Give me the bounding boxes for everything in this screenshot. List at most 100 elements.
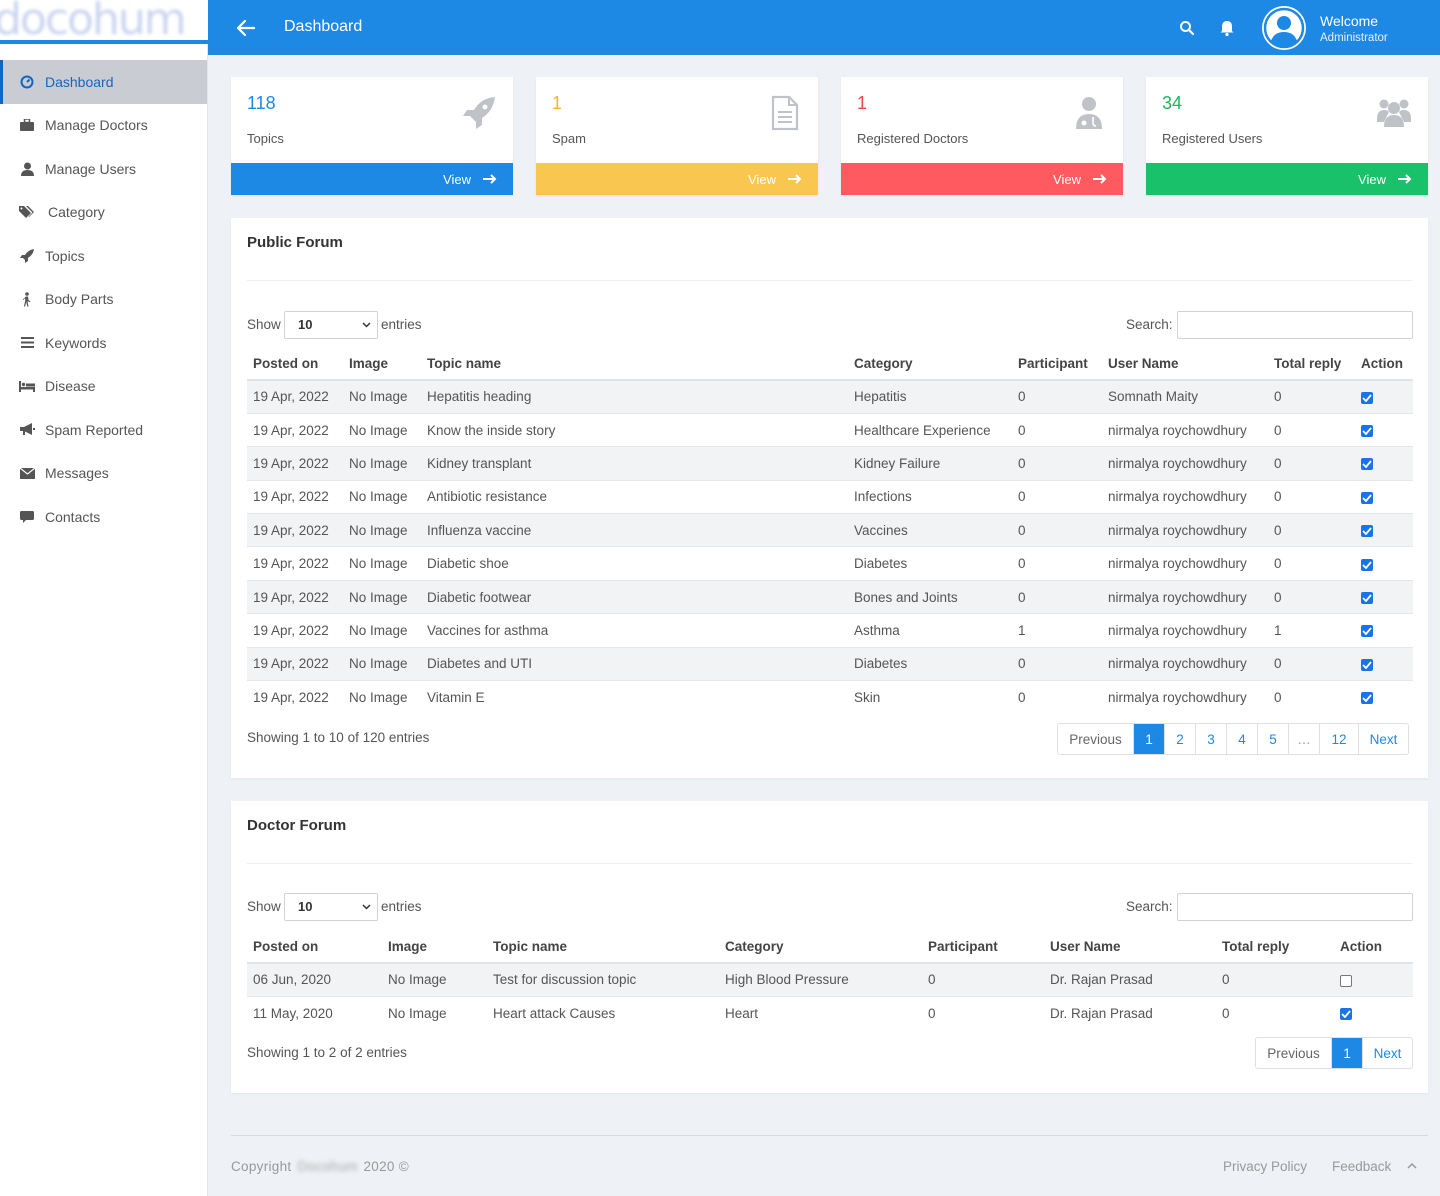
action-cell bbox=[1355, 680, 1413, 714]
action-cell bbox=[1355, 579, 1413, 614]
page-button[interactable]: 1 bbox=[1331, 1038, 1362, 1068]
table-cell[interactable]: Diabetic footwear bbox=[421, 579, 848, 614]
page-button[interactable]: 12 bbox=[1319, 724, 1358, 754]
table-cell: 19 Apr, 2022 bbox=[247, 579, 343, 614]
table-cell: 19 Apr, 2022 bbox=[247, 513, 343, 547]
sidebar-item-topics[interactable]: Topics bbox=[0, 234, 207, 278]
table-cell[interactable]: Influenza vaccine bbox=[421, 513, 848, 547]
bell-icon[interactable] bbox=[1218, 19, 1236, 37]
action-checkbox[interactable] bbox=[1340, 1008, 1352, 1021]
table-cell: 0 bbox=[1012, 579, 1102, 614]
sidebar-item-spam-reported[interactable]: Spam Reported bbox=[0, 408, 207, 452]
column-header[interactable]: Posted on bbox=[247, 930, 382, 964]
table-cell: 0 bbox=[1012, 412, 1102, 447]
column-header[interactable]: Action bbox=[1334, 930, 1413, 964]
sidebar-item-label: Spam Reported bbox=[45, 421, 144, 438]
page-button[interactable]: 4 bbox=[1226, 724, 1257, 754]
column-header[interactable]: Posted on bbox=[247, 347, 343, 381]
table-cell[interactable]: Vaccines for asthma bbox=[421, 613, 848, 648]
page-button[interactable]: 3 bbox=[1195, 724, 1226, 754]
action-checkbox[interactable] bbox=[1361, 658, 1373, 671]
view-doctors-link[interactable]: View bbox=[841, 163, 1123, 195]
table-cell: 19 Apr, 2022 bbox=[247, 412, 343, 447]
action-checkbox[interactable] bbox=[1361, 391, 1373, 404]
back-arrow-icon[interactable] bbox=[234, 16, 258, 40]
column-header[interactable]: Action bbox=[1355, 347, 1413, 381]
action-checkbox[interactable] bbox=[1361, 692, 1373, 705]
comment-icon bbox=[18, 508, 36, 526]
footer-divider bbox=[231, 1135, 1428, 1136]
action-checkbox[interactable] bbox=[1340, 974, 1352, 987]
search-icon[interactable] bbox=[1178, 19, 1196, 37]
column-header[interactable]: Image bbox=[343, 347, 421, 381]
page-button[interactable]: 2 bbox=[1164, 724, 1195, 754]
entries-select[interactable]: 10 bbox=[284, 311, 378, 339]
table-cell[interactable]: Diabetic shoe bbox=[421, 546, 848, 581]
action-checkbox[interactable] bbox=[1361, 625, 1373, 638]
table-cell: 0 bbox=[1268, 646, 1355, 681]
table-cell[interactable]: Vitamin E bbox=[421, 680, 848, 714]
column-header[interactable]: Participant bbox=[922, 930, 1044, 964]
action-checkbox[interactable] bbox=[1361, 491, 1373, 504]
arrow-right-icon bbox=[1093, 174, 1107, 184]
sidebar-item-contacts[interactable]: Contacts bbox=[0, 495, 207, 539]
table-row: 19 Apr, 2022 No Image Kidney transplant Kid… bbox=[247, 446, 1413, 481]
column-header[interactable]: User Name bbox=[1102, 347, 1268, 381]
view-spam-link[interactable]: View bbox=[536, 163, 818, 195]
table-cell: Hepatitis bbox=[848, 379, 1012, 414]
next-page-button[interactable]: Next bbox=[1362, 1038, 1412, 1068]
entries-select[interactable]: 10 bbox=[284, 893, 378, 921]
sidebar-item-label: Keywords bbox=[45, 334, 107, 351]
column-header[interactable]: Category bbox=[848, 347, 1012, 381]
table-cell: nirmalya roychowdhury bbox=[1102, 446, 1268, 481]
page-button[interactable]: 1 bbox=[1133, 724, 1164, 754]
page-button[interactable]: 5 bbox=[1257, 724, 1288, 754]
feedback-link[interactable]: Feedback bbox=[1332, 1159, 1392, 1174]
action-checkbox[interactable] bbox=[1361, 458, 1373, 471]
next-page-button[interactable]: Next bbox=[1358, 724, 1408, 754]
table-cell[interactable]: Antibiotic resistance bbox=[421, 479, 848, 514]
column-header[interactable]: Image bbox=[382, 930, 487, 964]
privacy-policy-link[interactable]: Privacy Policy bbox=[1223, 1159, 1308, 1174]
action-checkbox[interactable] bbox=[1361, 558, 1373, 571]
table-cell[interactable]: Know the inside story bbox=[421, 412, 848, 447]
sidebar-item-manage-doctors[interactable]: Manage Doctors bbox=[0, 104, 207, 148]
column-header[interactable]: Topic name bbox=[487, 930, 719, 964]
search-input[interactable] bbox=[1177, 311, 1413, 339]
sidebar-item-keywords[interactable]: Keywords bbox=[0, 321, 207, 365]
search-input[interactable] bbox=[1177, 893, 1413, 921]
chevron-up-icon[interactable] bbox=[1406, 1160, 1418, 1172]
sidebar-item-manage-users[interactable]: Manage Users bbox=[0, 147, 207, 191]
previous-page-button[interactable]: Previous bbox=[1069, 731, 1122, 747]
table-cell: 19 Apr, 2022 bbox=[247, 546, 343, 581]
table-cell[interactable]: Kidney transplant bbox=[421, 446, 848, 481]
sidebar-item-dashboard[interactable]: Dashboard bbox=[0, 60, 207, 104]
column-header[interactable]: Category bbox=[719, 930, 922, 964]
logo[interactable]: docohum bbox=[0, 0, 208, 44]
sidebar-nav: Dashboard Manage Doctors Manage Users Ca… bbox=[0, 60, 207, 539]
view-users-link[interactable]: View bbox=[1146, 163, 1428, 195]
showing-entries-text: Showing 1 to 2 of 2 entries bbox=[247, 1045, 407, 1060]
chevron-down-icon bbox=[362, 904, 371, 910]
action-checkbox[interactable] bbox=[1361, 591, 1373, 604]
action-checkbox[interactable] bbox=[1361, 525, 1373, 538]
column-header[interactable]: User Name bbox=[1044, 930, 1216, 964]
table-cell[interactable]: Hepatitis heading bbox=[421, 379, 848, 414]
table-cell[interactable]: Diabetes and UTI bbox=[421, 646, 848, 681]
table-cell: nirmalya roychowdhury bbox=[1102, 479, 1268, 514]
sidebar-item-body-parts[interactable]: Body Parts bbox=[0, 278, 207, 322]
table-cell[interactable]: Test for discussion topic bbox=[487, 962, 719, 997]
column-header[interactable]: Total reply bbox=[1216, 930, 1334, 964]
column-header[interactable]: Participant bbox=[1012, 347, 1102, 381]
table-cell[interactable]: Heart attack Causes bbox=[487, 995, 719, 1030]
action-checkbox[interactable] bbox=[1361, 425, 1373, 438]
sidebar-item-category[interactable]: Category bbox=[0, 191, 207, 235]
view-topics-link[interactable]: View bbox=[231, 163, 513, 195]
previous-page-button[interactable]: Previous bbox=[1267, 1045, 1320, 1061]
table-cell: Diabetes bbox=[848, 646, 1012, 681]
sidebar-item-messages[interactable]: Messages bbox=[0, 452, 207, 496]
column-header[interactable]: Total reply bbox=[1268, 347, 1355, 381]
column-header[interactable]: Topic name bbox=[421, 347, 848, 381]
sidebar-item-disease[interactable]: Disease bbox=[0, 365, 207, 409]
avatar[interactable] bbox=[1262, 6, 1306, 50]
